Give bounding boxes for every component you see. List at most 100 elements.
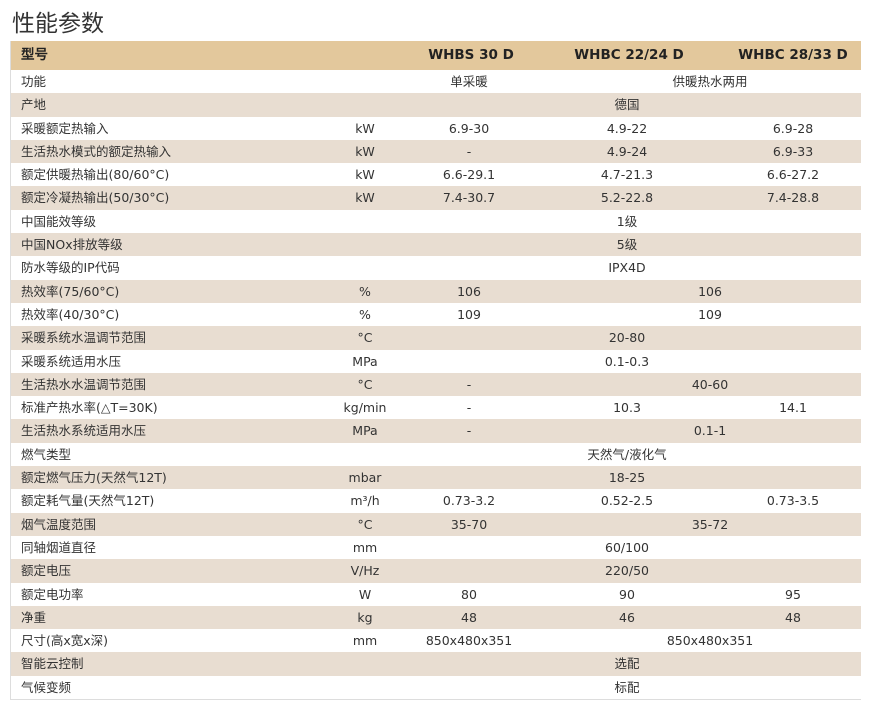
row-unit: V/Hz [350,563,380,579]
row-value: 天然气/液化气 [587,446,667,462]
table-row: 额定燃气压力(天然气12T) mbar 18-25 [11,466,861,490]
row-label: 烟气温度范围 [21,516,97,532]
table-row: 生活热水系统适用水压 MPa - 0.1-1 [11,419,861,443]
row-label: 气候变频 [21,679,72,695]
table-row: 中国能效等级 1级 [11,209,861,234]
table-row: 采暖系统水温调节范围 °C 20-80 [11,326,861,350]
row-label: 额定电压 [21,563,72,579]
row-value: 60/100 [605,539,649,555]
row-unit: kW [355,167,375,183]
table-row: 烟气温度范围 °C 35-70 35-72 [11,512,861,536]
row-value: 6.6-29.1 [442,167,496,183]
row-value: 850x480x351 [666,633,754,649]
row-label: 产地 [21,97,47,113]
row-value: 35-72 [691,516,729,532]
row-value: 6.9-33 [772,143,814,159]
row-value: 6.9-28 [772,120,814,136]
row-unit: mbar [348,470,382,486]
row-value: 80 [461,586,477,602]
row-value: 35-70 [450,516,488,532]
row-label: 额定供暖热输出(80/60°C) [21,167,170,183]
row-label: 功能 [21,74,47,89]
table-row: 防水等级的IP代码 IPX4D [11,256,861,280]
table-row: 额定电压 V/Hz 220/50 [11,559,861,583]
row-label: 额定冷凝热输出(50/30°C) [21,190,170,206]
row-value: 106 [457,283,481,299]
row-unit: kW [355,190,375,206]
row-label: 生活热水系统适用水压 [21,423,147,439]
table-row: 热效率(40/30°C)% 109 109 [11,302,861,327]
row-value: 14.1 [779,400,807,416]
row-unit: W [358,586,372,602]
row-label: 标准产热水率(△T=30K) [21,400,158,416]
row-value: 0.1-0.3 [604,353,650,369]
row-value: 46 [619,609,635,625]
row-value: 4.9-24 [606,143,648,159]
table-row: 生活热水模式的额定热输入 kW - 4.9-24 6.9-33 [11,139,861,164]
row-value: 4.9-22 [606,120,648,136]
row-value: 48 [785,609,801,625]
table-row: 额定电功率 W 80 90 95 [11,582,861,606]
table-row: 燃气类型 天然气/液化气 [11,442,861,467]
table-row: 气候变频 标配 [11,675,861,700]
row-unit: mm [352,539,378,555]
table-row: 净重 kg 48 46 48 [11,605,861,630]
row-value: 5级 [616,237,638,253]
row-value: 95 [785,586,801,602]
table-row: 尺寸(高x宽x深) mm 850x480x351 850x480x351 [11,629,861,653]
row-unit: kg [357,609,373,625]
row-unit: % [359,306,371,322]
row-value: - [466,143,472,159]
table-row: 功能 单采暖 供暖热水两用 [11,70,861,94]
row-value: 供暖热水两用 [672,74,748,89]
row-value: 单采暖 [450,74,488,89]
row-value: 106 [698,283,722,299]
row-unit: % [359,283,371,299]
table-header: 型号 WHBS 30 D WHBC 22/24 D WHBC 28/33 D [11,41,861,70]
model-header: WHBC 22/24 D [574,47,684,63]
row-label: 防水等级的IP代码 [21,260,120,276]
row-value: 1级 [616,213,638,229]
table-row: 中国NOx排放等级 5级 [11,233,861,257]
row-unit: mm [352,633,378,649]
row-unit: MPa [352,423,378,439]
row-value: 6.9-30 [448,120,490,136]
row-value: 10.3 [613,400,641,416]
row-label: 热效率(75/60°C) [21,283,120,299]
row-value: - [466,376,472,392]
row-value: IPX4D [608,260,646,276]
row-value: 4.7-21.3 [600,167,654,183]
row-value: 40-60 [691,376,729,392]
row-label: 生活热水模式的额定热输入 [21,143,172,159]
row-value: 90 [619,586,635,602]
table-row: 产地 德国 [11,93,861,117]
header-label: 型号 [21,47,48,63]
row-unit: kg/min [343,400,387,416]
table-row: 采暖系统适用水压 MPa 0.1-0.3 [11,349,861,373]
row-value: 标配 [614,679,640,695]
model-header: WHBS 30 D [428,47,514,63]
model-header: WHBC 28/33 D [738,47,848,63]
row-value: 220/50 [605,563,649,579]
row-value: 6.6-27.2 [766,167,820,183]
row-unit: °C [357,516,373,532]
row-label: 生活热水水温调节范围 [21,376,147,392]
row-unit: m³/h [350,493,380,509]
row-value: - [466,423,472,439]
page-title: 性能参数 [12,11,104,37]
row-value: 5.2-22.8 [600,190,654,206]
row-label: 额定电功率 [21,586,84,602]
row-value: 18-25 [608,470,646,486]
row-value: 德国 [614,97,640,113]
row-value: 20-80 [608,330,646,346]
table-row: 采暖额定热输入 kW 6.9-30 4.9-22 6.9-28 [11,116,861,140]
row-unit: °C [357,330,373,346]
row-label: 额定燃气压力(天然气12T) [21,470,167,486]
row-label: 采暖系统适用水压 [21,353,122,369]
row-value: 选配 [614,656,640,672]
row-value: 7.4-28.8 [766,190,820,206]
spec-table: 型号 WHBS 30 D WHBC 22/24 D WHBC 28/33 D 功… [10,41,861,701]
row-value: 48 [461,609,477,625]
row-label: 热效率(40/30°C) [21,306,120,322]
row-label: 同轴烟道直径 [21,539,97,555]
